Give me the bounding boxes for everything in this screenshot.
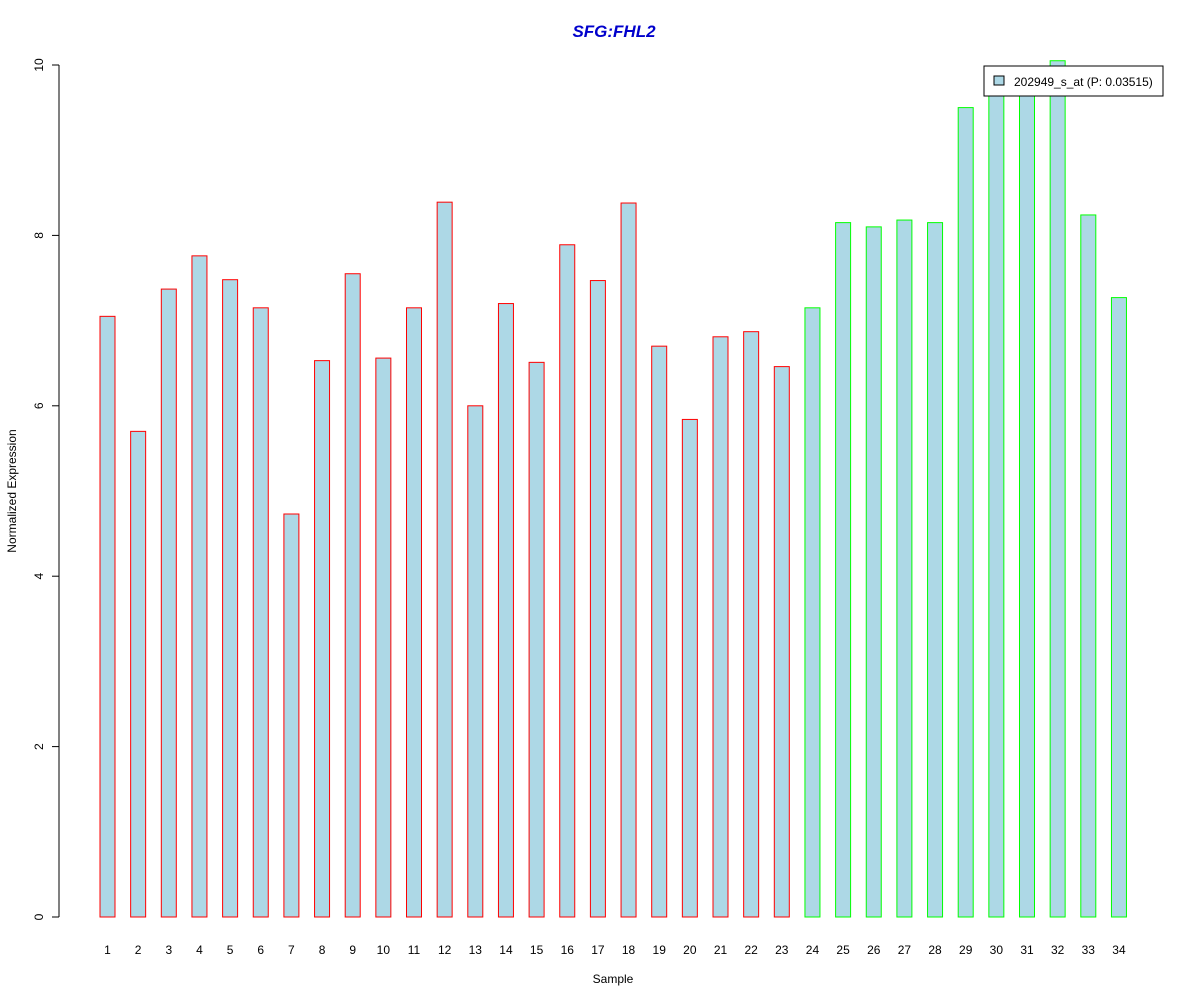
bar-sample-1 xyxy=(99,315,116,918)
x-tick-label: 32 xyxy=(1051,943,1065,957)
x-tick-label: 17 xyxy=(591,943,605,957)
x-tick-label: 33 xyxy=(1082,943,1096,957)
bar-sample-7 xyxy=(283,513,300,918)
y-axis-title: Normalized Expression xyxy=(5,429,19,552)
bar-sample-34 xyxy=(1110,297,1127,918)
x-tick-label: 4 xyxy=(196,943,203,957)
x-tick-label: 16 xyxy=(561,943,575,957)
bars xyxy=(99,60,1127,918)
bar-sample-21 xyxy=(712,336,729,918)
bar-sample-2 xyxy=(130,430,147,918)
x-tick-label: 19 xyxy=(653,943,667,957)
x-tick-label: 5 xyxy=(227,943,234,957)
y-tick-label: 8 xyxy=(32,232,46,239)
x-tick-label: 20 xyxy=(683,943,697,957)
x-tick-label: 31 xyxy=(1020,943,1034,957)
y-axis: 0 2 4 6 8 10 xyxy=(32,58,60,920)
x-tick-label: 27 xyxy=(898,943,912,957)
bar-sample-18 xyxy=(620,202,637,918)
legend: 202949_s_at (P: 0.03515) xyxy=(983,65,1164,97)
bar-sample-10 xyxy=(375,357,392,918)
bar-sample-25 xyxy=(835,222,852,918)
bar-sample-14 xyxy=(497,303,514,918)
x-tick-label: 30 xyxy=(990,943,1004,957)
bar-sample-19 xyxy=(651,345,668,918)
x-tick-label: 25 xyxy=(836,943,850,957)
x-tick-label: 7 xyxy=(288,943,295,957)
bar-sample-29 xyxy=(957,107,974,918)
x-tick-label: 3 xyxy=(165,943,172,957)
bar-sample-15 xyxy=(528,361,545,918)
x-tick-label: 23 xyxy=(775,943,789,957)
x-tick-label: 8 xyxy=(319,943,326,957)
bar-sample-27 xyxy=(896,219,913,918)
x-tick-label: 18 xyxy=(622,943,636,957)
bar-sample-28 xyxy=(927,222,944,918)
y-tick-label: 0 xyxy=(32,913,46,920)
x-tick-label: 24 xyxy=(806,943,820,957)
x-tick-label: 6 xyxy=(257,943,264,957)
bar-sample-23 xyxy=(773,366,790,918)
bar-sample-13 xyxy=(467,405,484,918)
y-tick-label: 10 xyxy=(32,58,46,72)
bar-sample-8 xyxy=(314,360,331,918)
x-tick-label: 11 xyxy=(408,943,421,957)
x-tick-label: 10 xyxy=(377,943,391,957)
bar-sample-26 xyxy=(865,226,882,918)
x-tick-label: 21 xyxy=(714,943,728,957)
bar-sample-5 xyxy=(222,279,239,918)
bar-sample-16 xyxy=(559,244,576,918)
bar-sample-3 xyxy=(160,288,177,918)
bar-sample-32 xyxy=(1049,60,1066,918)
x-tick-label: 2 xyxy=(135,943,142,957)
bar-sample-11 xyxy=(406,307,422,918)
bar-sample-17 xyxy=(589,280,606,918)
bar-sample-30 xyxy=(988,77,1005,918)
y-tick-label: 6 xyxy=(32,402,46,409)
chart-title: SFG:FHL2 xyxy=(572,22,656,41)
x-tick-label: 26 xyxy=(867,943,881,957)
x-tick-label: 13 xyxy=(469,943,483,957)
x-tick-label: 14 xyxy=(499,943,513,957)
bar-sample-22 xyxy=(743,331,760,918)
x-tick-label: 34 xyxy=(1112,943,1126,957)
x-tick-label: 15 xyxy=(530,943,544,957)
bar-sample-33 xyxy=(1080,214,1097,918)
x-tick-labels: 1 2 3 4 5 6 7 8 9 10 11 12 13 14 15 16 17 18 19 20 21 22 23 24 2… xyxy=(104,943,1126,957)
x-axis-title: Sample xyxy=(593,972,634,986)
x-tick-label: 29 xyxy=(959,943,973,957)
y-tick-label: 2 xyxy=(32,743,46,750)
legend-label: 202949_s_at (P: 0.03515) xyxy=(1014,75,1153,89)
bar-sample-6 xyxy=(252,307,269,918)
y-tick-label: 4 xyxy=(32,573,46,580)
x-tick-label: 12 xyxy=(438,943,452,957)
legend-box xyxy=(983,65,1164,97)
bar-sample-24 xyxy=(804,307,821,918)
bar-sample-31 xyxy=(1019,73,1035,918)
bar-sample-12 xyxy=(436,201,453,918)
x-tick-label: 1 xyxy=(104,943,111,957)
x-tick-label: 28 xyxy=(928,943,942,957)
bar-sample-4 xyxy=(191,255,208,918)
legend-swatch xyxy=(993,75,1005,86)
x-tick-label: 22 xyxy=(744,943,758,957)
x-tick-label: 9 xyxy=(349,943,356,957)
bar-sample-9 xyxy=(344,273,361,918)
bar-sample-20 xyxy=(681,418,698,918)
